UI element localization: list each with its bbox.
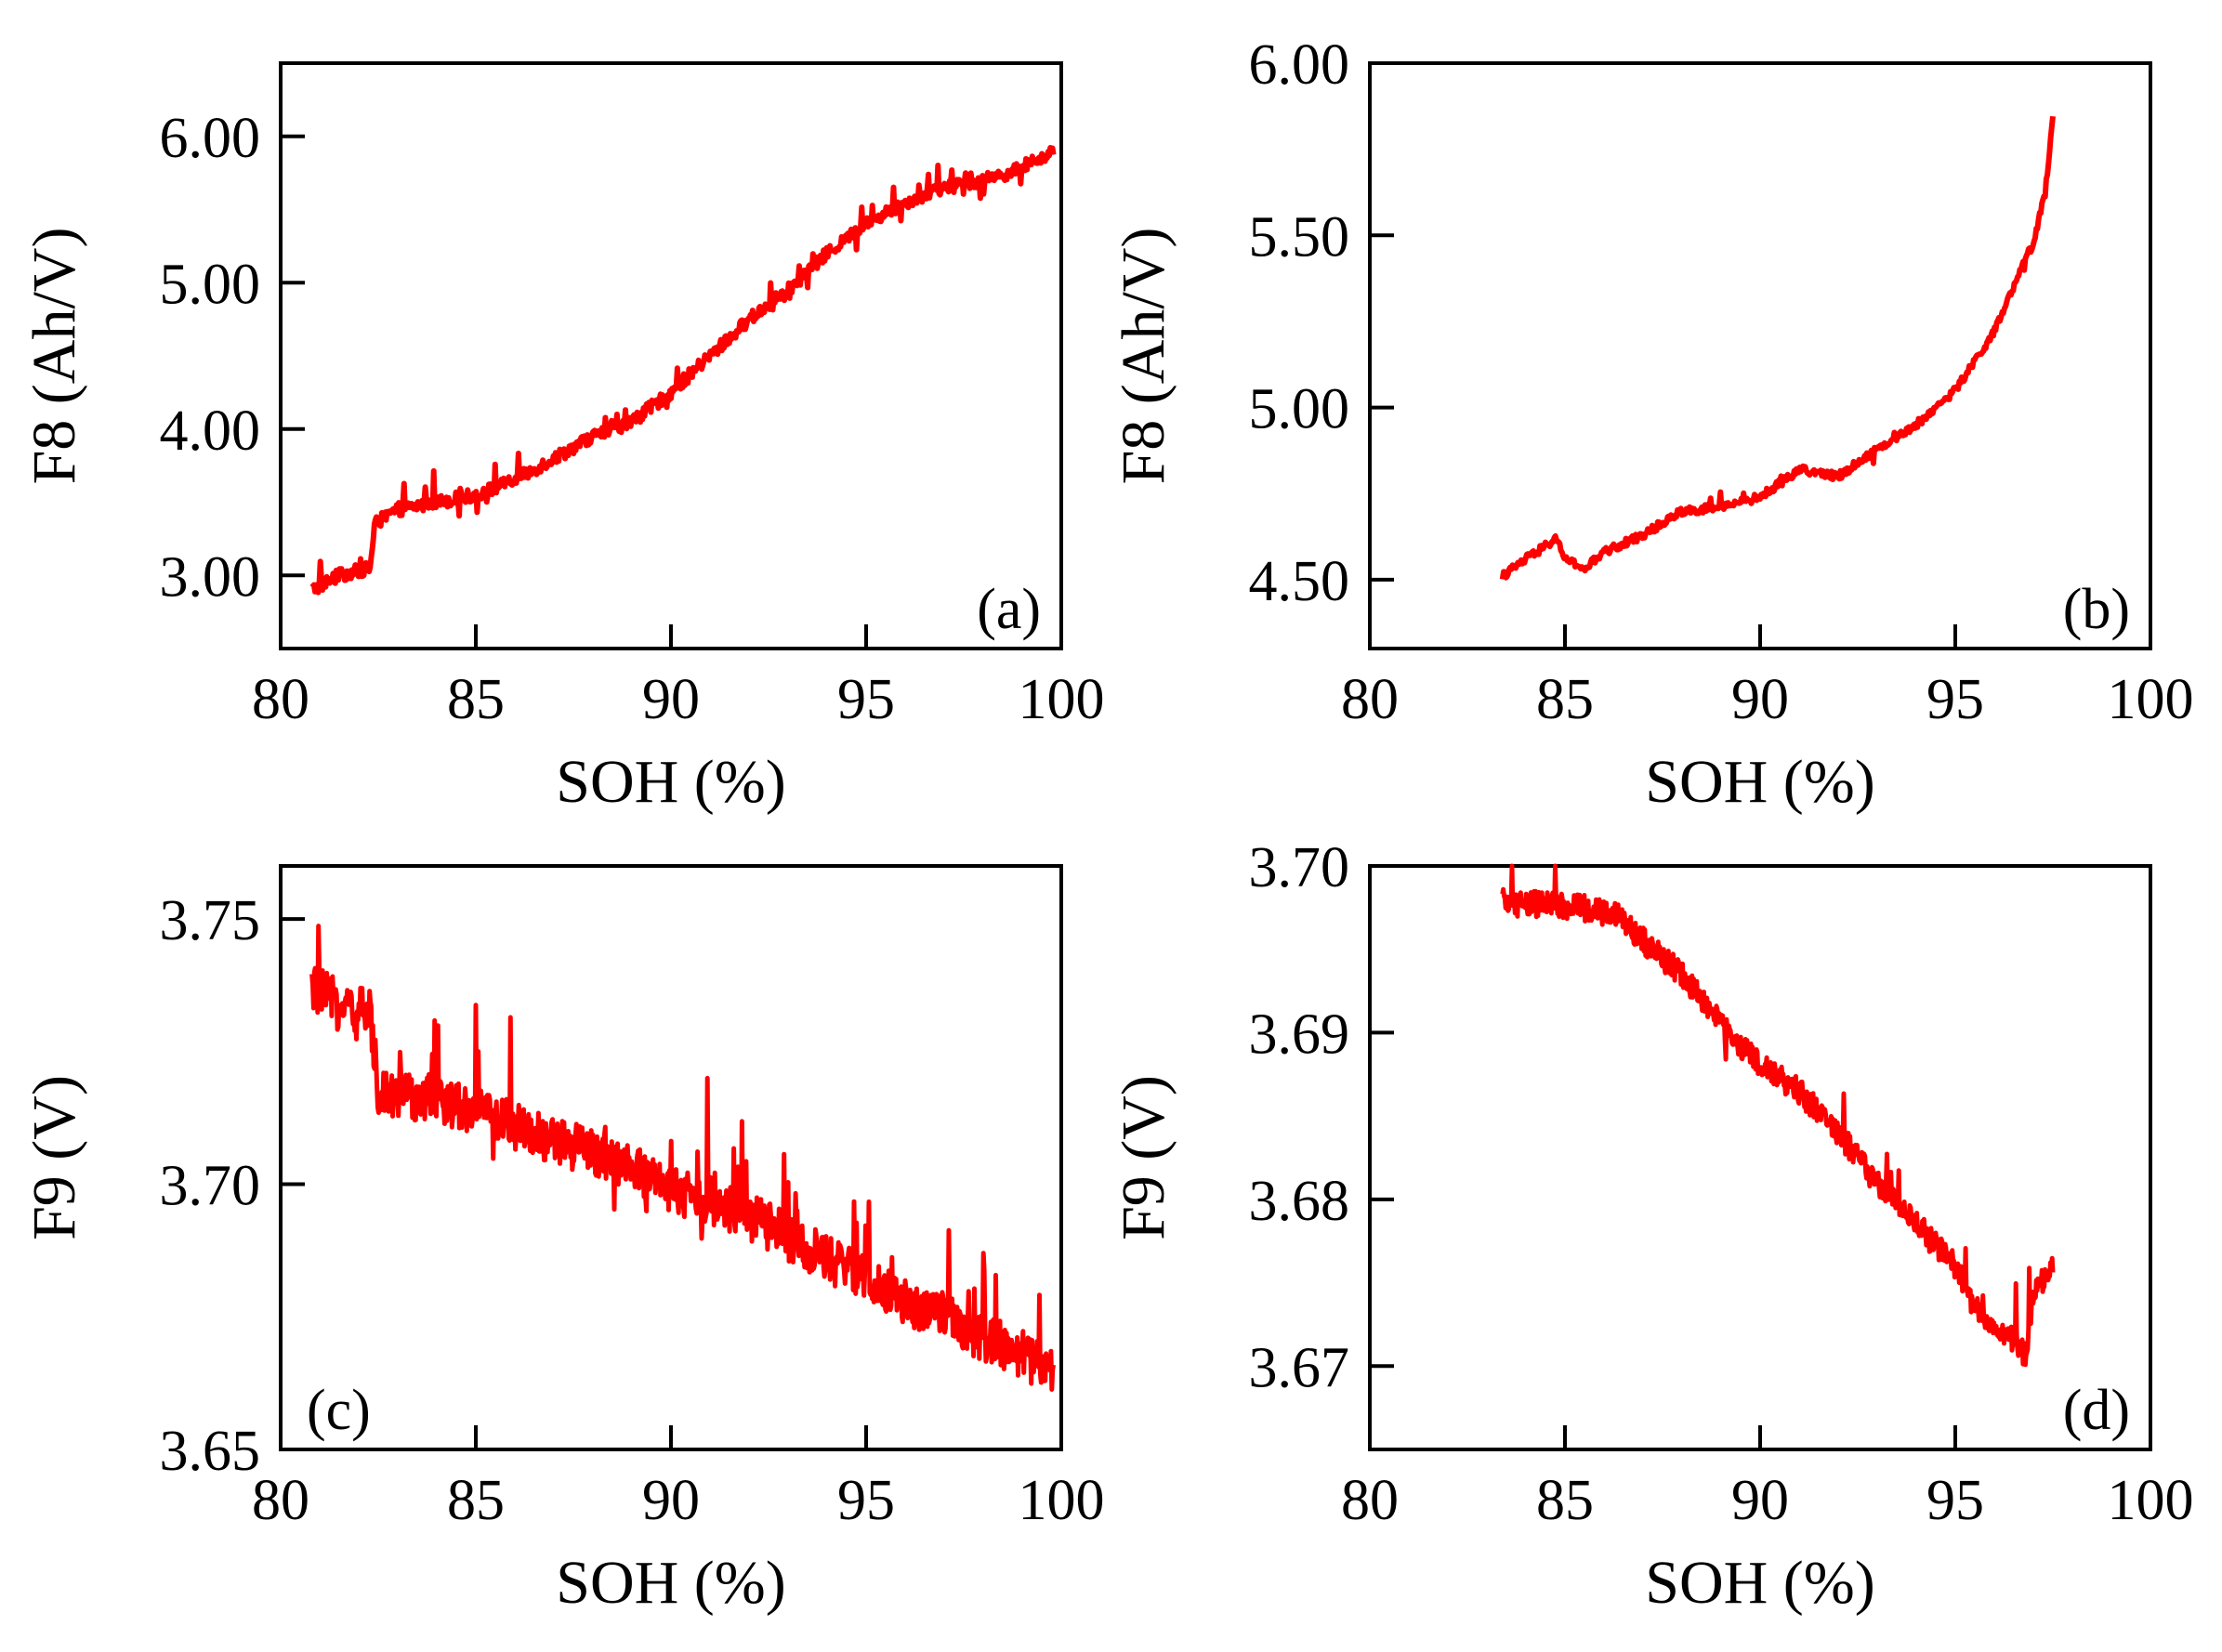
- panel-d-x-axis-label: SOH (%): [1645, 1549, 1874, 1617]
- panel-a-x-tick-label: 90: [642, 668, 700, 731]
- panel-c-ticks: 80 85 90 95 100 3.65 3.70 3.75: [160, 889, 1105, 1532]
- panel-c-x-axis-label: SOH (%): [556, 1549, 785, 1617]
- panel-a-label: (a): [977, 578, 1041, 641]
- panel-c-x-tick-label: 100: [1019, 1469, 1105, 1532]
- panel-d-x-tick-label: 95: [1926, 1469, 1984, 1532]
- panel-b: 80 85 90 95 100 4.50 5.00 5.50 6.00 SOH (%) F8 (…: [1110, 33, 2194, 816]
- panel-b-y-tick-label: 6.00: [1249, 33, 1350, 97]
- panel-a-x-tick-label: 95: [837, 668, 895, 731]
- panel-c: 80 85 90 95 100 3.65 3.70 3.75 SOH (%) F9 (V) (…: [20, 864, 1105, 1617]
- panel-a-x-tick-label: 80: [252, 668, 309, 731]
- panel-a-x-axis-label: SOH (%): [556, 748, 785, 816]
- panel-b-x-axis-label: SOH (%): [1645, 748, 1874, 816]
- panel-c-series-line: [309, 924, 1057, 1392]
- panel-a-ticks: 80 85 90 95 100 3.00 4.00 5.00 6.00: [160, 107, 1105, 731]
- panel-a-y-tick-label: 6.00: [160, 107, 261, 170]
- panel-a-series-line: [309, 145, 1057, 596]
- panel-d-y-axis-label: F9 (V): [1110, 1075, 1177, 1240]
- panel-a-y-tick-label: 5.00: [160, 253, 261, 316]
- panel-b-x-tick-label: 95: [1926, 668, 1984, 731]
- panel-d-label: (d): [2063, 1379, 2130, 1442]
- panel-d-y-tick-label: 3.69: [1249, 1003, 1350, 1066]
- panel-c-y-tick-label: 3.75: [160, 889, 261, 952]
- panel-c-x-tick-label: 80: [252, 1469, 309, 1532]
- panel-c-y-tick-label: 3.65: [160, 1420, 261, 1483]
- panel-a-x-tick-label: 100: [1019, 668, 1105, 731]
- panel-c-y-tick-label: 3.70: [160, 1155, 261, 1218]
- panel-c-x-tick-label: 90: [642, 1469, 700, 1532]
- panel-b-label: (b): [2063, 578, 2130, 641]
- panel-d-y-tick-label: 3.67: [1249, 1336, 1350, 1399]
- panel-b-y-axis-label: F8 (Ah/V): [1110, 228, 1177, 485]
- panel-d-ticks: 80 85 90 95 100 3.67 3.68 3.69 3.70: [1249, 836, 2194, 1532]
- panel-d: 80 85 90 95 100 3.67 3.68 3.69 3.70 SOH (%) F9 (…: [1110, 836, 2194, 1617]
- panel-b-y-tick-label: 5.00: [1249, 378, 1350, 441]
- panel-b-x-tick-label: 85: [1536, 668, 1594, 731]
- panel-a-x-tick-label: 85: [447, 668, 505, 731]
- panel-d-x-tick-label: 85: [1536, 1469, 1594, 1532]
- panel-b-x-tick-label: 80: [1341, 668, 1399, 731]
- panel-c-x-tick-label: 85: [447, 1469, 505, 1532]
- panel-b-x-tick-label: 90: [1731, 668, 1789, 731]
- panel-a-y-tick-label: 4.00: [160, 400, 261, 463]
- panel-d-y-tick-label: 3.70: [1249, 836, 1350, 899]
- panel-c-x-tick-label: 95: [837, 1469, 895, 1532]
- panel-a: 80 85 90 95 100 3.00 4.00 5.00 6.00 SOH (%) F8 (…: [20, 61, 1105, 816]
- panel-a-y-axis-label: F8 (Ah/V): [20, 228, 88, 485]
- panel-d-x-tick-label: 100: [2108, 1469, 2194, 1532]
- panel-b-x-tick-label: 100: [2108, 668, 2194, 731]
- panel-d-y-tick-label: 3.68: [1249, 1170, 1350, 1233]
- panel-d-x-tick-label: 90: [1731, 1469, 1789, 1532]
- panel-c-y-axis-label: F9 (V): [20, 1075, 88, 1240]
- panel-b-series-line: [1499, 115, 2056, 581]
- panel-b-y-tick-label: 4.50: [1249, 550, 1350, 613]
- panel-b-ticks: 80 85 90 95 100 4.50 5.00 5.50 6.00: [1249, 33, 2194, 731]
- panel-b-y-tick-label: 5.50: [1249, 205, 1350, 269]
- panel-d-series-line: [1500, 863, 2056, 1368]
- panel-c-label: (c): [307, 1379, 371, 1442]
- panel-d-x-tick-label: 80: [1341, 1469, 1399, 1532]
- panel-a-y-tick-label: 3.00: [160, 545, 261, 609]
